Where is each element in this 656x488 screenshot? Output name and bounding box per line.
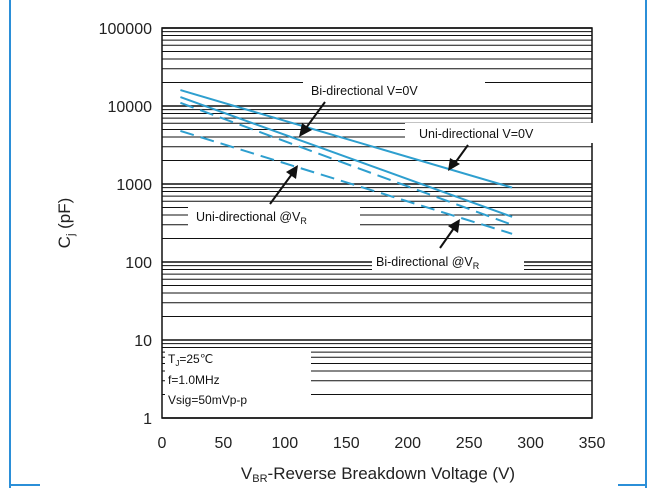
annotation-bi-v0: Bi-directional V=0V (299, 80, 485, 137)
series-line-3 (180, 101, 513, 226)
annotation-text: Uni-directional @V (196, 210, 301, 224)
condition-temp-t: T (168, 352, 176, 366)
y-tick-label: 1000 (116, 177, 152, 194)
y-tick-label: 100000 (99, 21, 152, 38)
x-tick-label: 250 (456, 435, 483, 452)
annotation-label: Bi-directional V=0V (311, 84, 418, 98)
x-tick-label: 100 (272, 435, 299, 452)
y-tick-label: 1 (143, 411, 152, 428)
y-axis-title-rest: (pF) (55, 198, 74, 234)
annotation-box (303, 80, 485, 100)
x-axis-title: VBR-Reverse Breakdown Voltage (V) (241, 464, 515, 485)
annotation-subscript: R (300, 216, 307, 226)
annotation-arrowhead (299, 123, 312, 137)
x-axis-title-main: V (241, 464, 253, 483)
x-tick-label: 0 (158, 435, 167, 452)
x-axis-title-sub: BR (252, 473, 267, 485)
annotation-subscript: R (473, 261, 480, 271)
annotation-arrowhead (286, 165, 298, 179)
annotation-box (372, 250, 524, 272)
condition-signal: Vsig=50mVp-p (168, 393, 247, 407)
y-tick-label: 10 (134, 333, 152, 350)
condition-frequency: f=1.0MHz (168, 373, 220, 387)
series-line-4 (180, 129, 513, 235)
conditions-box (165, 350, 311, 414)
annotation-label: Bi-directional @VR (376, 255, 480, 271)
y-tick-label: 10000 (108, 99, 153, 116)
x-tick-label: 200 (394, 435, 421, 452)
y-axis-title: Cj (pF) (55, 198, 77, 249)
series-line-2 (180, 96, 513, 218)
condition-temp-value: =25℃ (179, 352, 213, 366)
annotation-uni-vr: Uni-directional @VR (188, 165, 360, 227)
x-tick-label: 300 (517, 435, 544, 452)
annotation-label: Uni-directional V=0V (419, 127, 534, 141)
x-tick-label: 350 (579, 435, 606, 452)
test-conditions: TJ=25℃ f=1.0MHz Vsig=50mVp-p (165, 350, 311, 414)
annotation-arrow-line (269, 173, 293, 205)
annotation-arrowhead (448, 219, 460, 233)
x-axis-title-rest: -Reverse Breakdown Voltage (V) (268, 464, 516, 483)
annotation-label: Uni-directional @VR (196, 210, 307, 226)
y-tick-label: 100 (125, 255, 152, 272)
x-tick-label: 50 (215, 435, 233, 452)
tick-labels: 0 50 100 150 200 250 300 350 1 10 100 1000 10000 1000… (99, 21, 606, 452)
annotation-box (188, 205, 360, 227)
annotation-arrow-line (305, 101, 326, 129)
series-group (180, 89, 513, 235)
condition-temperature: TJ=25℃ (168, 352, 213, 368)
plot-border (161, 27, 593, 419)
series-line-1 (180, 89, 513, 189)
annotation-text: Bi-directional @V (376, 255, 473, 269)
annotation-box (405, 123, 595, 143)
y-axis-title-main: C (55, 236, 74, 248)
condition-temp-sub: J (175, 359, 179, 368)
annotation-arrow-line (454, 144, 469, 164)
x-tick-label: 150 (333, 435, 360, 452)
annotation-bi-vr: Bi-directional @VR (372, 219, 524, 272)
y-axis-title-sub: j (65, 234, 77, 237)
annotation-arrow-line (439, 227, 455, 249)
annotation-uni-v0: Uni-directional V=0V (405, 123, 595, 171)
annotation-arrowhead (448, 158, 460, 171)
